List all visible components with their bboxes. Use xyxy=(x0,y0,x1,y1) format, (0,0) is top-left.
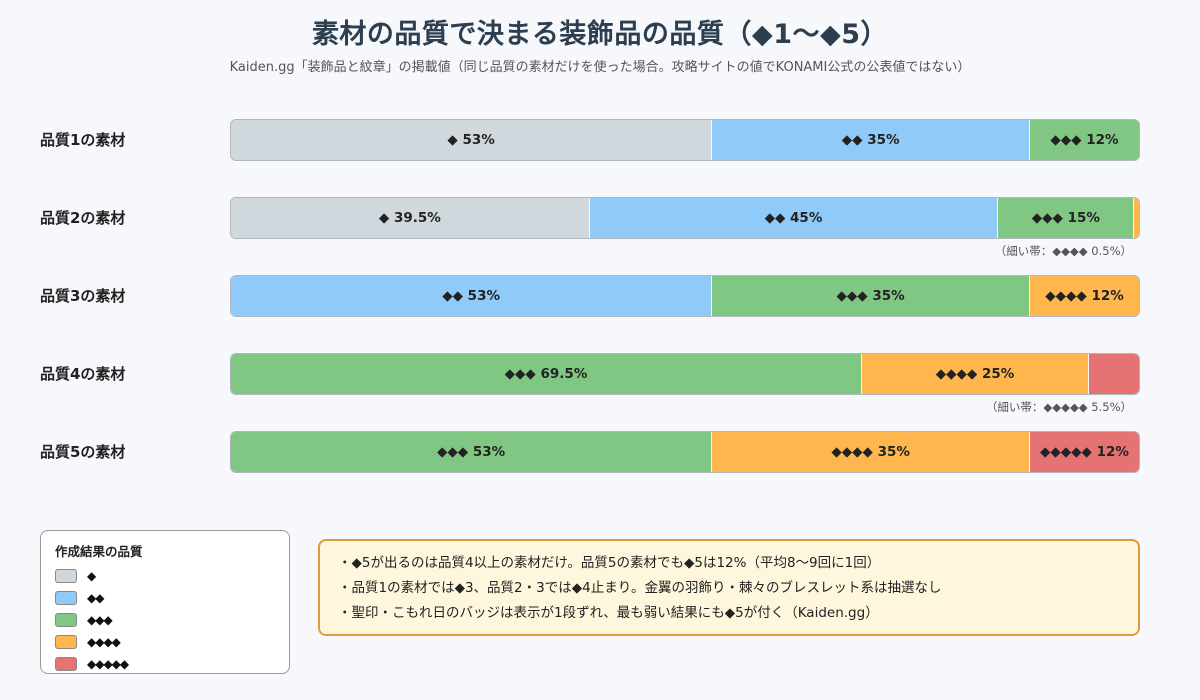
segment-label: ◆◆◆◆ 12% xyxy=(1045,288,1124,304)
legend-swatch xyxy=(55,657,77,671)
segment-label: ◆◆◆ 12% xyxy=(1050,132,1119,148)
legend-title: 作成結果の品質 xyxy=(55,544,143,559)
legend-swatch xyxy=(55,613,77,627)
bar-segment-tier-3: ◆◆◆ 53% xyxy=(231,432,713,472)
row-label: 品質2の素材 xyxy=(40,209,126,227)
stacked-bar: ◆ 53% ◆◆ 35% ◆◆◆ 12% xyxy=(230,119,1140,161)
row-label: 品質3の素材 xyxy=(40,287,126,305)
note-line: ・品質1の素材では◆3、品質2・3では◆4止まり。金翼の羽飾り・棘々のブレスレッ… xyxy=(338,580,942,596)
stacked-bar: ◆ 39.5% ◆◆ 45% ◆◆◆ 15% xyxy=(230,197,1140,239)
bar-segment-tier-2: ◆◆ 35% xyxy=(712,120,1031,160)
bar-segment-tier-3: ◆◆◆ 69.5% xyxy=(231,354,863,394)
legend-label: ◆◆◆ xyxy=(87,613,113,627)
legend-label: ◆◆ xyxy=(87,591,104,605)
segment-label: ◆◆◆◆ 35% xyxy=(831,444,910,460)
legend-label: ◆ xyxy=(87,569,96,583)
bar-segment-tier-3: ◆◆◆ 15% xyxy=(998,198,1135,238)
segment-label: ◆◆◆◆ 25% xyxy=(935,366,1015,382)
legend-swatch xyxy=(55,591,77,605)
segment-label: ◆◆◆◆◆ 12% xyxy=(1040,444,1129,460)
bar-segment-tier-2: ◆◆ 53% xyxy=(231,276,713,316)
segment-label: ◆◆◆ 15% xyxy=(1031,210,1100,226)
stacked-bar: ◆◆ 53% ◆◆◆ 35% ◆◆◆◆ 12% xyxy=(230,275,1140,317)
note-line: ・聖印・こもれ日のバッジは表示が1段ずれ、最も弱い結果にも◆5が付く（Kaide… xyxy=(338,605,879,621)
bar-segment-tier-5: ◆◆◆◆◆ 12% xyxy=(1030,432,1139,472)
row-label: 品質5の素材 xyxy=(40,443,126,461)
segment-label: ◆ 39.5% xyxy=(378,210,441,226)
segment-label: ◆◆◆ 69.5% xyxy=(504,366,588,382)
legend-item: ◆◆ xyxy=(55,587,275,609)
legend-swatch xyxy=(55,635,77,649)
legend-swatch xyxy=(55,569,77,583)
chart-title: 素材の品質で決まる装飾品の品質（◆1〜◆5） xyxy=(311,19,889,50)
row-label: 品質4の素材 xyxy=(40,365,126,383)
bar-segment-tier-4: ◆◆◆◆ 12% xyxy=(1030,276,1139,316)
bar-segment-tier-5 xyxy=(1089,354,1139,394)
legend-items: ◆ ◆◆ ◆◆◆ ◆◆◆◆ ◆◆◆◆◆ xyxy=(55,565,275,675)
legend-item: ◆◆◆◆ xyxy=(55,631,275,653)
segment-label: ◆◆◆ 35% xyxy=(836,288,905,304)
legend-item: ◆◆◆ xyxy=(55,609,275,631)
notes-box: ・◆5が出るのは品質4以上の素材だけ。品質5の素材でも◆5は12%（平均8〜9回… xyxy=(318,539,1140,636)
row-label: 品質1の素材 xyxy=(40,131,126,149)
note-line: ・◆5が出るのは品質4以上の素材だけ。品質5の素材でも◆5は12%（平均8〜9回… xyxy=(338,555,881,571)
bar-segment-tier-1: ◆ 39.5% xyxy=(231,198,590,238)
chart-subtitle: Kaiden.gg「装飾品と紋章」の掲載値（同じ品質の素材だけを使った場合。攻略… xyxy=(229,60,971,75)
legend-label: ◆◆◆◆◆ xyxy=(87,657,129,671)
bar-segment-tier-3: ◆◆◆ 12% xyxy=(1030,120,1139,160)
thin-band-note: （細い帯：◆◆◆◆◆ 5.5%） xyxy=(985,400,1132,414)
bar-segment-tier-2: ◆◆ 45% xyxy=(589,198,999,238)
segment-label: ◆◆ 35% xyxy=(841,132,900,148)
stacked-bar: ◆◆◆ 69.5% ◆◆◆◆ 25% xyxy=(230,353,1140,395)
segment-label: ◆◆ 53% xyxy=(442,288,500,304)
stacked-bar: ◆◆◆ 53% ◆◆◆◆ 35% ◆◆◆◆◆ 12% xyxy=(230,431,1140,473)
bar-segment-tier-3: ◆◆◆ 35% xyxy=(712,276,1031,316)
bar-segment-tier-4: ◆◆◆◆ 35% xyxy=(712,432,1031,472)
bar-segment-tier-4 xyxy=(1134,198,1139,238)
thin-band-note: （細い帯：◆◆◆◆ 0.5%） xyxy=(994,244,1132,258)
segment-label: ◆◆◆ 53% xyxy=(437,444,506,460)
bar-segment-tier-4: ◆◆◆◆ 25% xyxy=(862,354,1090,394)
segment-label: ◆ 53% xyxy=(447,132,495,148)
legend-label: ◆◆◆◆ xyxy=(87,635,121,649)
legend: 作成結果の品質 ◆ ◆◆ ◆◆◆ ◆◆◆◆ ◆◆◆◆◆ xyxy=(40,530,290,674)
legend-item: ◆ xyxy=(55,565,275,587)
legend-item: ◆◆◆◆◆ xyxy=(55,653,275,675)
bar-segment-tier-1: ◆ 53% xyxy=(231,120,713,160)
segment-label: ◆◆ 45% xyxy=(764,210,823,226)
